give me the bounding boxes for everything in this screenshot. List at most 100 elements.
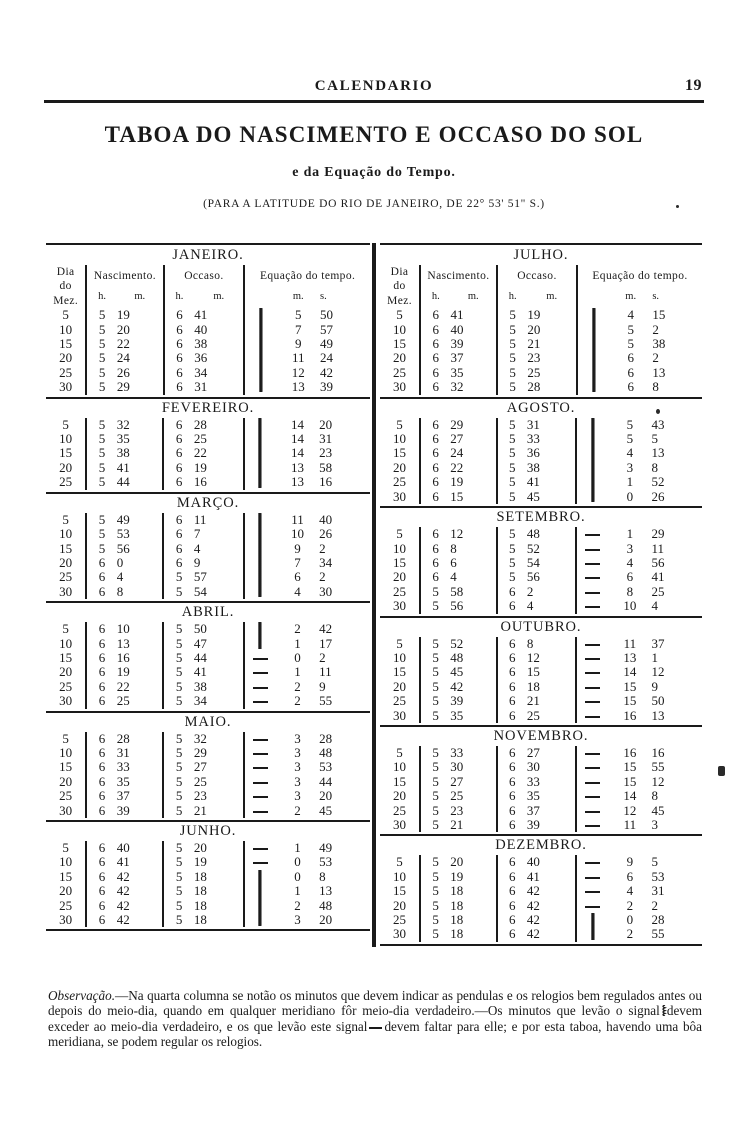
- cell-nascimento-m: 39: [450, 336, 464, 352]
- month-separator-rule: [46, 929, 370, 932]
- cell-occaso-h: 6: [162, 446, 194, 461]
- cell-nascimento-m: 37: [450, 350, 464, 366]
- cell-equacao-m: 2: [294, 678, 301, 694]
- table-row: 25 6 19 5 41 1 52: [380, 474, 701, 490]
- cell-dia: 15: [59, 336, 73, 352]
- cell-dia: 10: [59, 431, 73, 447]
- cell-occaso-h: 6: [495, 584, 527, 600]
- cell-occaso-h: 6: [162, 379, 195, 395]
- header-equacao: Equação do tempo.: [243, 265, 370, 287]
- cell-nascimento-m: 20: [116, 321, 130, 337]
- table-row: 10 6 40 5 20 5 2: [380, 321, 702, 338]
- subheader-occ-m: m.: [213, 291, 225, 303]
- cell-dia: 15: [392, 445, 406, 461]
- cell-occaso-m: 44: [193, 649, 207, 665]
- cell-dia: 5: [396, 307, 403, 323]
- table-row: 25 5 26 6 34 12 42: [46, 365, 370, 381]
- cell-nascimento-h: 5: [418, 912, 451, 928]
- subheader-eq-m: m.: [625, 291, 637, 303]
- table-row: 10 5 53 6 7 10 26: [46, 526, 369, 542]
- cell-sign-dash: [575, 760, 609, 775]
- cell-occaso-m: 36: [526, 445, 540, 461]
- cell-sign-wave: [242, 869, 276, 928]
- cell-equacao-s: 49: [319, 840, 333, 855]
- cell-occaso-m: 42: [526, 926, 540, 942]
- cell-nascimento-h: 6: [418, 417, 451, 433]
- subheader-nasc-h: h.: [85, 286, 117, 309]
- cell-nascimento-m: 41: [116, 854, 130, 870]
- cell-dia: 15: [59, 649, 73, 665]
- cell-equacao-m: 5: [627, 336, 634, 352]
- cell-equacao-s: 48: [319, 897, 333, 913]
- month-table-outubro: 5 5 52 6 8 11 37 10 5 48 6 12 13 1 15 5 45 6 15 14 12 20 5 42 6 1…: [380, 636, 702, 723]
- cell-occaso-h: 5: [162, 650, 194, 666]
- cell-equacao-m: 9: [294, 540, 301, 556]
- cell-dia: 30: [59, 912, 73, 928]
- dash-sign-icon: [585, 781, 601, 784]
- dash-sign-icon: [585, 796, 601, 799]
- cell-dia: 5: [62, 621, 69, 637]
- cell-equacao-s: 30: [319, 583, 333, 599]
- cell-sign-dash: [575, 869, 609, 885]
- dash-sign-icon: [585, 876, 601, 879]
- cell-equacao-m: 2: [626, 897, 634, 913]
- cell-dia: 30: [59, 379, 73, 395]
- cell-nascimento-m: 30: [450, 759, 464, 775]
- cell-nascimento-m: 25: [450, 788, 464, 804]
- table-row: 10 5 30 6 30 15 55: [380, 759, 701, 775]
- cell-occaso-h: 5: [495, 307, 528, 323]
- cell-sign-dash: [242, 855, 276, 870]
- dash-sign-icon: [585, 548, 601, 551]
- table-row: 20 6 35 5 25 3 44: [46, 774, 369, 790]
- dash-sign-icon: [585, 701, 601, 704]
- month-name-outubro: OUTUBRO.: [500, 618, 582, 635]
- table-row: 25 6 42 5 18 2 48: [46, 897, 369, 914]
- cell-nascimento-h: 5: [85, 541, 117, 556]
- dash-sign-icon: [585, 657, 601, 660]
- table-row: 30 5 21 6 39 11 3: [380, 817, 701, 833]
- cell-equacao-m: 1: [626, 526, 634, 542]
- scan-speck: [718, 766, 725, 776]
- month-separator-rule: [46, 491, 370, 494]
- cell-equacao-s: 29: [651, 526, 665, 542]
- cell-dia: 25: [393, 364, 407, 380]
- wave-sign-icon: [660, 1004, 667, 1018]
- table-row: 20 6 42 5 18 1 13: [46, 883, 369, 899]
- cell-occaso-h: 6: [495, 803, 527, 818]
- dash-sign-icon: [252, 781, 268, 784]
- cell-sign-dash: [575, 774, 609, 790]
- cell-equacao-m: 14: [623, 664, 637, 680]
- cell-occaso-h: 5: [162, 745, 194, 761]
- cell-equacao-m: 3: [294, 730, 301, 746]
- cell-nascimento-h: 5: [85, 431, 117, 447]
- cell-sign-dash: [575, 584, 609, 600]
- cell-dia: 20: [392, 569, 406, 585]
- cell-occaso-h: 5: [162, 693, 194, 709]
- cell-dia: 30: [59, 693, 73, 709]
- cell-nascimento-m: 42: [116, 883, 130, 899]
- month-separator-rule: [46, 601, 370, 604]
- cell-dia: 10: [392, 649, 406, 665]
- table-row: 25 5 58 6 2 8 25: [380, 583, 701, 600]
- cell-nascimento-m: 19: [450, 868, 464, 884]
- scan-speck: [656, 409, 660, 414]
- cell-nascimento-h: 5: [418, 898, 451, 914]
- cell-nascimento-m: 35: [450, 707, 464, 723]
- cell-nascimento-m: 58: [450, 583, 464, 599]
- table-row: 30 6 15 5 45 0 26: [380, 489, 701, 505]
- cell-equacao-m: 5: [627, 321, 634, 337]
- cell-nascimento-m: 0: [116, 554, 124, 570]
- dash-sign-icon: [369, 1026, 383, 1029]
- cell-occaso-h: 6: [495, 774, 527, 790]
- cell-equacao-m: 2: [294, 897, 301, 913]
- cell-occaso-m: 20: [527, 321, 541, 337]
- cell-occaso-h: 6: [162, 526, 194, 542]
- cell-dia: 25: [392, 583, 406, 599]
- cell-equacao-m: 6: [627, 350, 634, 366]
- cell-equacao-m: 15: [623, 773, 637, 789]
- dash-sign-icon: [585, 825, 601, 828]
- cell-dia: 15: [59, 445, 73, 461]
- table-row: 30 6 8 5 54 4 30: [46, 583, 369, 600]
- cell-nascimento-m: 13: [116, 635, 130, 651]
- cell-nascimento-h: 6: [85, 584, 117, 600]
